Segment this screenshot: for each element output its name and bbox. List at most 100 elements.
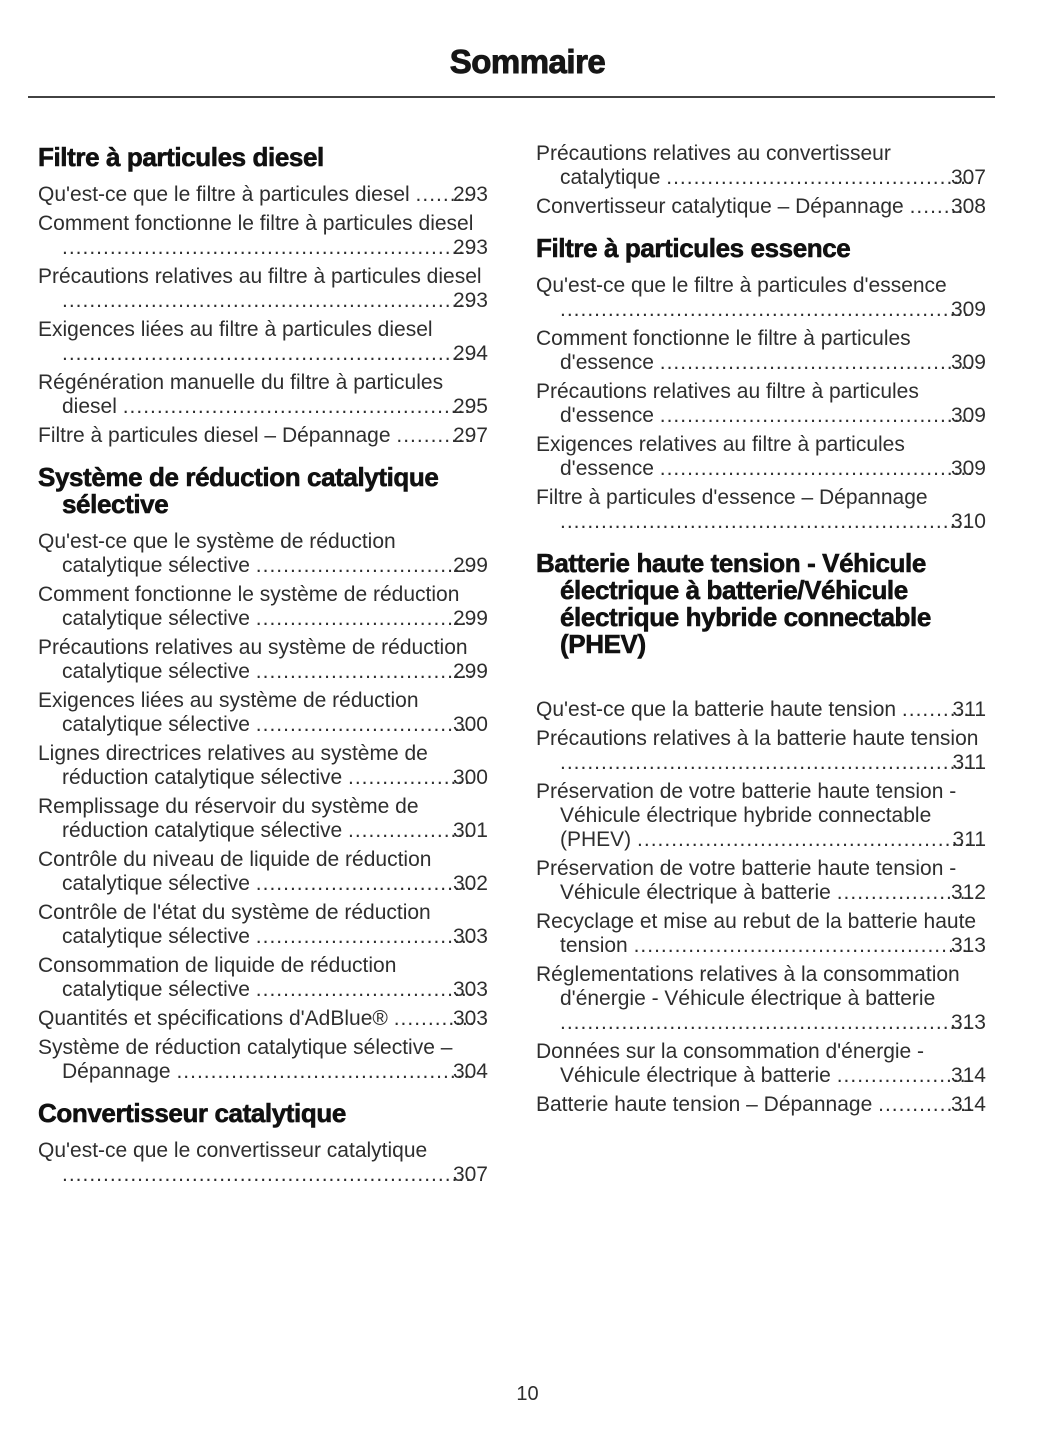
entry-page-number: 311	[952, 751, 986, 774]
entry-title: Exigences relatives au filtre à particul…	[536, 433, 905, 480]
entry-title: Contrôle du niveau de liquide de réducti…	[38, 848, 432, 895]
toc-entry: Précautions relatives au convertisseur c…	[536, 142, 986, 190]
section-heading: Système de réduction catalytique sélecti…	[38, 462, 439, 519]
entry-page-number: 295	[452, 395, 488, 418]
toc-entry: Qu'est-ce que la batterie haute tension …	[536, 698, 986, 722]
section-heading: Filtre à particules diesel	[38, 142, 325, 172]
dot-leader: ........................................…	[560, 510, 971, 533]
toc-entry: Lignes directrices relatives au système …	[38, 742, 488, 790]
entry-page-number: 308	[950, 195, 986, 218]
dot-leader: ........................................…	[659, 351, 975, 374]
page-header: Sommaire	[0, 43, 1055, 98]
entry-page-number: 293	[452, 236, 488, 259]
dot-leader: ........	[415, 183, 471, 206]
toc-entry: Exigences liées au filtre à particules d…	[38, 318, 488, 366]
toc-entry: Filtre à particules d'essence – Dépannag…	[536, 486, 986, 534]
dot-leader: ..............	[878, 1093, 974, 1116]
entry-title: Batterie haute tension – Dépannage	[536, 1093, 873, 1116]
entry-title: Recyclage et mise au rebut de la batteri…	[536, 910, 977, 957]
entry-page-number: 309	[950, 351, 986, 374]
toc-entry: Consommation de liquide de réduction cat…	[38, 954, 488, 1002]
entry-title: Données sur la consommation d'énergie - …	[536, 1040, 925, 1087]
dot-leader: ........................................…	[659, 404, 975, 427]
entry-title: Réglementations relatives à la consommat…	[536, 963, 960, 1010]
toc-column-left: Filtre à particules diesel Qu'est-ce que …	[38, 142, 488, 1192]
dot-leader: ........................................…	[666, 166, 974, 189]
toc-entry: Recyclage et mise au rebut de la batteri…	[536, 910, 986, 958]
dot-leader: ........................................…	[560, 751, 971, 774]
entry-title: Précautions relatives à la batterie haut…	[536, 727, 979, 750]
entry-page-number: 310	[950, 510, 986, 533]
entry-title: Précautions relatives au système de rédu…	[38, 636, 468, 683]
entry-page-number: 301	[452, 819, 488, 842]
toc-entry: Comment fonctionne le filtre à particule…	[38, 212, 488, 260]
toc-entry: Contrôle de l'état du système de réducti…	[38, 901, 488, 949]
toc-entry: Précautions relatives au filtre à partic…	[38, 265, 488, 313]
page-number: 10	[516, 1383, 539, 1405]
entry-page-number: 309	[950, 404, 986, 427]
entry-page-number: 307	[950, 166, 986, 189]
entry-title: Quantités et spécifications d'AdBlue®	[38, 1007, 388, 1030]
entry-title: Comment fonctionne le filtre à particule…	[38, 212, 474, 235]
entry-page-number: 304	[452, 1060, 488, 1083]
entry-title: Exigences liées au filtre à particules d…	[38, 318, 433, 341]
toc-entry: Données sur la consommation d'énergie - …	[536, 1040, 986, 1088]
entry-title: Qu'est-ce que le système de réduction ca…	[38, 530, 396, 577]
dot-leader: ................................	[255, 872, 475, 895]
entry-page-number: 313	[950, 1011, 986, 1034]
entry-title: Régénération manuelle du filtre à partic…	[38, 371, 444, 418]
entry-title: Qu'est-ce que le filtre à particules d'e…	[536, 274, 947, 297]
entry-title: Qu'est-ce que la batterie haute tension	[536, 698, 897, 721]
dot-leader: ..................	[348, 766, 472, 789]
entry-page-number: 309	[950, 457, 986, 480]
entry-page-number: 299	[452, 554, 488, 577]
entry-title: Remplissage du réservoir du système de r…	[38, 795, 419, 842]
entry-title: Exigences liées au système de réduction …	[38, 689, 419, 736]
dot-leader: ................................	[255, 554, 475, 577]
page-title: Sommaire	[449, 43, 606, 80]
entry-page-number: 312	[950, 881, 986, 904]
dot-leader: ............	[393, 1007, 476, 1030]
toc-entry: Qu'est-ce que le filtre à particules die…	[38, 183, 488, 207]
entry-title: Préservation de votre batterie haute ten…	[536, 780, 957, 851]
dot-leader: .........	[909, 195, 972, 218]
entry-page-number: 307	[452, 1163, 488, 1186]
entry-title: Système de réduction catalytique sélecti…	[38, 1036, 453, 1083]
entry-title: Contrôle de l'état du système de réducti…	[38, 901, 431, 948]
section-heading: Filtre à particules essence	[536, 233, 851, 263]
title-divider	[28, 96, 995, 98]
entry-title: Précautions relatives au convertisseur c…	[536, 142, 891, 189]
dot-leader: ........................................…	[659, 457, 975, 480]
toc-entry: Exigences relatives au filtre à particul…	[536, 433, 986, 481]
entry-title: Qu'est-ce que le filtre à particules die…	[38, 183, 410, 206]
dot-leader: ........................................…	[560, 298, 971, 321]
section-heading: Batterie haute tension - Véhicule électr…	[536, 548, 932, 659]
entry-page-number: 300	[452, 713, 488, 736]
toc-entry: Précautions relatives au système de rédu…	[38, 636, 488, 684]
dot-leader: ................................	[255, 925, 475, 948]
dot-leader: ................................	[255, 978, 475, 1001]
entry-page-number: 302	[452, 872, 488, 895]
entry-title: Filtre à particules d'essence – Dépannag…	[536, 486, 928, 509]
section-heading: Convertisseur catalytique	[38, 1098, 347, 1128]
toc-entry: Exigences liées au système de réduction …	[38, 689, 488, 737]
entry-title: Comment fonctionne le système de réducti…	[38, 583, 460, 630]
entry-title: Qu'est-ce que le convertisseur catalytiq…	[38, 1139, 428, 1162]
entry-page-number: 309	[950, 298, 986, 321]
entry-page-number: 314	[950, 1064, 986, 1087]
toc-entry: Quantités et spécifications d'AdBlue® ..…	[38, 1007, 488, 1031]
entry-page-number: 294	[452, 342, 488, 365]
toc-entry: Contrôle du niveau de liquide de réducti…	[38, 848, 488, 896]
dot-leader: ........................................…	[560, 1011, 971, 1034]
entry-page-number: 311	[952, 698, 986, 721]
toc-columns: Filtre à particules diesel Qu'est-ce que …	[0, 98, 1055, 1192]
entry-title: Précautions relatives au filtre à partic…	[38, 265, 482, 288]
dot-leader: ................................	[255, 607, 475, 630]
entry-page-number: 303	[452, 978, 488, 1001]
entry-page-number: 297	[452, 424, 488, 447]
entry-page-number: 293	[452, 183, 488, 206]
dot-leader: ........................................…	[62, 1163, 473, 1186]
toc-entry: Comment fonctionne le système de réducti…	[38, 583, 488, 631]
entry-title: Consommation de liquide de réduction cat…	[38, 954, 397, 1001]
